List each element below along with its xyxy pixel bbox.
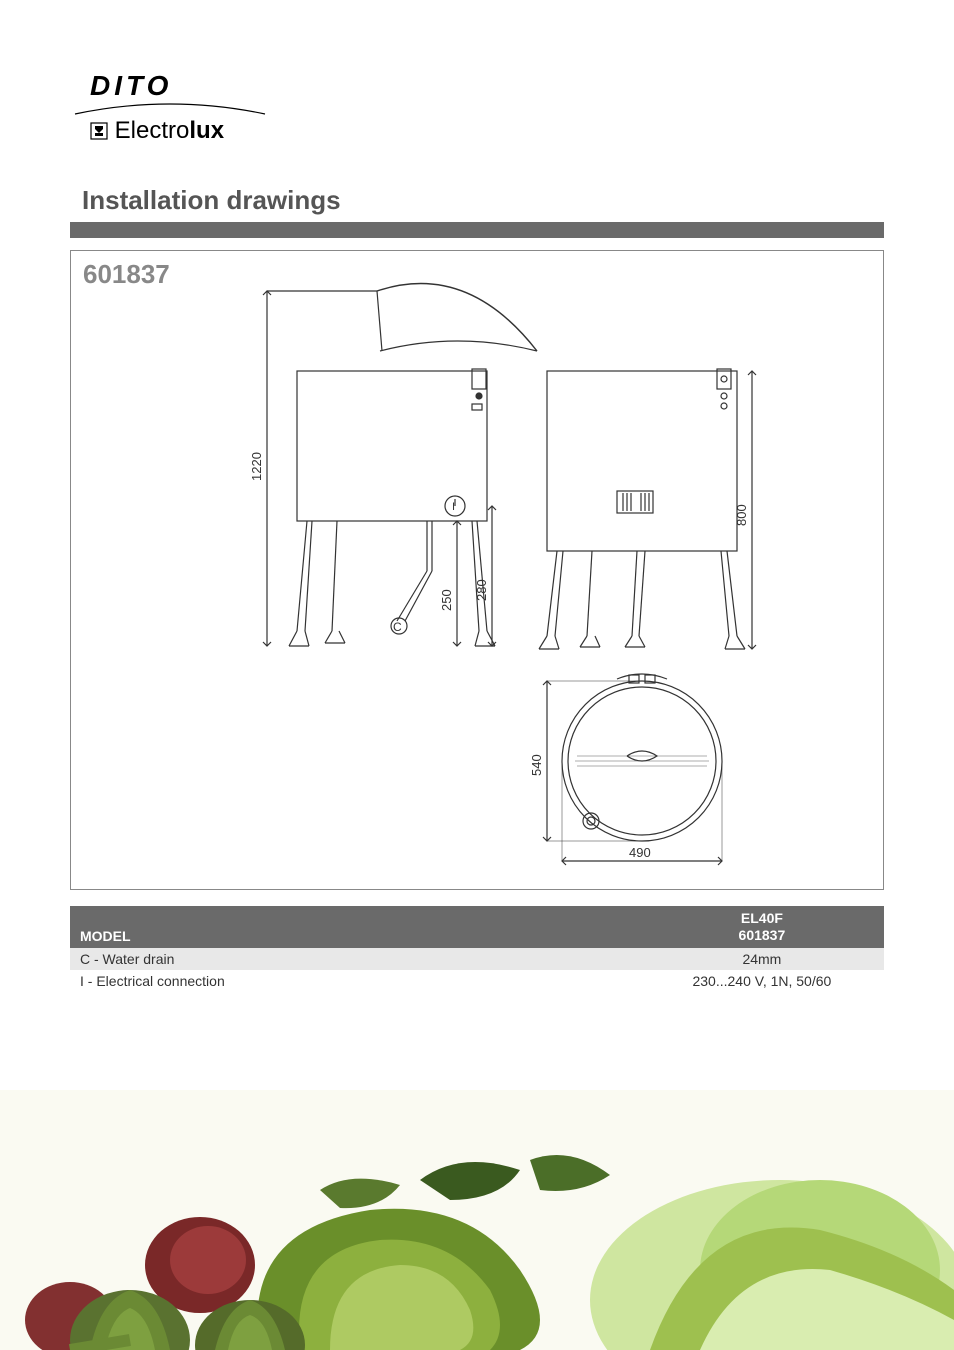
footer-vegetables-photo — [0, 1090, 954, 1350]
table-header-variant-line1: EL40F — [741, 910, 783, 926]
logo-dito-text: DITO — [70, 70, 884, 102]
installation-drawing-box: 601837 — [70, 250, 884, 890]
dim-250: 250 — [439, 589, 454, 611]
table-header-variant-line2: 601837 — [739, 927, 786, 943]
brand-logo: DITO Electrolux — [70, 70, 884, 145]
dim-280: 280 — [474, 579, 489, 601]
table-row: I - Electrical connection 230...240 V, 1… — [70, 970, 884, 992]
title-bar — [70, 222, 884, 238]
dim-1220: 1220 — [249, 452, 264, 481]
specifications-table: MODEL EL40F 601837 C - Water drain 24mm … — [70, 906, 884, 992]
table-row: C - Water drain 24mm — [70, 948, 884, 970]
model-number: 601837 — [83, 259, 170, 290]
table-header-variant: EL40F 601837 — [640, 906, 884, 948]
svg-text:C: C — [393, 620, 402, 634]
svg-text:I: I — [452, 501, 455, 513]
row-value-electrical: 230...240 V, 1N, 50/60 — [640, 970, 884, 992]
row-value-water-drain: 24mm — [640, 948, 884, 970]
electrolux-icon — [90, 122, 108, 140]
dim-800: 800 — [734, 504, 749, 526]
section-title: Installation drawings — [70, 185, 884, 216]
logo-electrolux-text: Electrolux — [70, 117, 884, 145]
technical-drawing: C I 1220 — [197, 281, 757, 881]
logo-arc-divider — [70, 100, 270, 118]
row-label-electrical: I - Electrical connection — [70, 970, 640, 992]
dim-540: 540 — [529, 754, 544, 776]
table-header-model: MODEL — [70, 906, 640, 948]
dim-490: 490 — [629, 845, 651, 860]
logo-electrolux-suffix: lux — [189, 117, 224, 144]
logo-electrolux-prefix: Electro — [115, 117, 190, 144]
row-label-water-drain: C - Water drain — [70, 948, 640, 970]
